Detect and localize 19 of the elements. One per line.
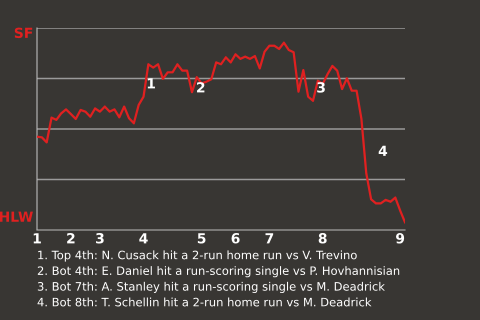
x-tick-label: 6 [232, 233, 240, 244]
x-tick-label: 9 [396, 233, 404, 244]
text: 4. Bot 8th: T. Schellin hit a 2-run home run vs M. Deadrick [38, 298, 372, 306]
text: 2. Bot 4th: E. Daniel hit a run-scoring single vs P. Hovhannisian [38, 266, 400, 278]
x-tick-label: 4 [139, 233, 148, 244]
x-tick-label: 2 [67, 233, 75, 244]
x-tick-label: 3 [96, 233, 104, 244]
x-tick-label: 7 [266, 233, 274, 244]
text: SF [14, 28, 32, 38]
text: 1. Top 4th: N. Cusack hit a 2-run home run vs V. Trevino [38, 250, 357, 262]
text: HLW [0, 212, 33, 222]
annotation: 1 [148, 78, 155, 88]
annotation: 2 [197, 82, 204, 92]
x-tick-label: 8 [318, 233, 327, 244]
text: 3. Bot 7th: A. Stanley hit a run-scoring single vs M. Deadrick [38, 282, 385, 293]
x-tick-label: 1 [34, 233, 41, 244]
annotation: 3 [317, 82, 325, 93]
x-tick-label: 5 [198, 233, 206, 244]
annotation: 4 [378, 146, 388, 156]
